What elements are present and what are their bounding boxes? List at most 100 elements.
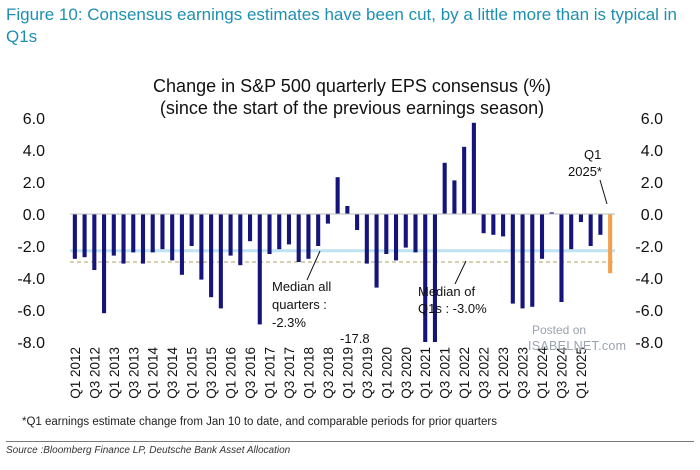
latest-q1-arrow: [599, 179, 608, 205]
y-axis-right: 6.0 4.0 2.0 0.0 -2.0 -4.0 -6.0 -8.0: [635, 111, 663, 352]
bar: [121, 214, 126, 264]
bar: [598, 214, 603, 235]
median-q1-label-line1: Median of: [418, 284, 475, 299]
bar: [374, 214, 379, 288]
x-tick-label: Q3 2023: [516, 347, 531, 399]
bar: [569, 214, 574, 250]
bar: [588, 214, 593, 246]
y-tick-label-left: -2.0: [17, 239, 45, 256]
watermark-brand: ISABELNET.com: [528, 339, 627, 353]
x-tick-label: Q3 2018: [321, 347, 336, 399]
bar: [286, 214, 292, 245]
x-tick-label: Q1 2025: [574, 347, 589, 399]
y-tick-label-right: 4.0: [641, 143, 663, 160]
x-tick-label: Q3 2015: [204, 347, 219, 399]
y-tick-label-left: 0.0: [23, 207, 45, 224]
chart-title: Change in S&P 500 quarterly EPS consensu…: [153, 76, 551, 96]
bar: [150, 214, 155, 253]
x-tick-label: Q3 2021: [438, 347, 453, 399]
x-tick-label: Q3 2014: [165, 347, 180, 399]
bar: [218, 214, 223, 309]
x-tick-label: Q3 2019: [360, 347, 375, 399]
x-tick-label: Q1 2016: [224, 347, 239, 399]
bar: [306, 214, 311, 259]
bar: [413, 214, 418, 253]
annotations: Median all quarters : -2.3% Median of Q1…: [272, 147, 608, 346]
x-tick-label: Q1 2017: [263, 347, 278, 399]
bar: [471, 122, 476, 214]
bar: [423, 214, 428, 342]
median-q1-arrow: [454, 260, 467, 285]
bar: [170, 214, 175, 261]
x-tick-label: Q1 2022: [457, 347, 472, 399]
y-tick-label-right: -4.0: [635, 271, 663, 288]
watermark-line1: Posted on: [532, 323, 587, 337]
x-tick-label: Q1 2012: [68, 347, 83, 399]
bar: [384, 214, 389, 254]
y-tick-label-right: 0.0: [641, 207, 663, 224]
bar: [316, 214, 321, 246]
x-tick-label: Q1 2015: [185, 347, 200, 399]
figure-title: Figure 10: Consensus earnings estimates …: [6, 5, 677, 46]
bar: [520, 214, 525, 309]
bar: [160, 214, 165, 250]
y-tick-label-left: -4.0: [17, 271, 45, 288]
bar: [248, 214, 253, 242]
bar: [267, 214, 272, 254]
eps-revision-chart: Change in S&P 500 quarterly EPS consensu…: [17, 76, 663, 399]
bar: [335, 177, 340, 214]
x-tick-label: Q1 2013: [107, 347, 122, 399]
y-tick-label-left: -6.0: [17, 303, 45, 320]
chart-subtitle: (since the start of the previous earning…: [160, 98, 544, 118]
bar: [131, 214, 136, 253]
y-tick-label-left: 2.0: [23, 175, 45, 192]
bar: [72, 214, 77, 259]
bar: [257, 214, 262, 325]
bar: [510, 214, 515, 304]
bar: [277, 214, 282, 250]
bar: [92, 214, 97, 270]
bar: [209, 214, 214, 298]
median-all-label-line1: Median all: [272, 279, 331, 294]
divider: [6, 441, 694, 442]
bar: [345, 206, 350, 214]
bar: [578, 214, 583, 222]
y-tick-label-left: 4.0: [23, 143, 45, 160]
bar: [491, 214, 496, 235]
bar: [501, 214, 506, 237]
bar: [403, 214, 408, 248]
y-tick-label-right: 6.0: [641, 111, 663, 128]
median-all-arrow: [306, 250, 321, 281]
bar: [364, 214, 369, 264]
bar: [102, 214, 107, 314]
bar: [179, 214, 184, 275]
bar: [462, 146, 467, 214]
latest-q1-label-line2: 2025*: [568, 164, 602, 179]
bar: [442, 162, 447, 214]
bar: [140, 214, 146, 264]
bar: [228, 214, 233, 256]
watermark: Posted on ISABELNET.com: [528, 322, 626, 354]
x-tick-label: Q1 2018: [301, 347, 316, 399]
bar: [111, 214, 116, 256]
bar: [199, 214, 204, 280]
latest-q1-label-line1: Q1: [584, 147, 601, 162]
x-tick-label: Q1 2024: [535, 347, 550, 399]
clipped-value-label: -17.8: [340, 331, 370, 346]
x-tick-label: Q1 2020: [379, 347, 394, 399]
y-tick-label-right: -2.0: [635, 239, 663, 256]
x-tick-label: Q1 2023: [496, 347, 511, 399]
bar: [530, 214, 535, 307]
bars-group: [72, 122, 613, 342]
x-tick-label: Q3 2016: [243, 347, 258, 399]
bar: [82, 214, 87, 258]
x-axis: Q1 2012 Q3 2012 Q1 2013 Q3 2013 Q1 2014 Q3 20…: [68, 347, 589, 399]
y-tick-label-right: -8.0: [635, 335, 663, 352]
bar: [608, 214, 613, 274]
median-all-label-line2: quarters :: [272, 297, 327, 312]
median-all-label-line3: -2.3%: [272, 315, 306, 330]
x-tick-label: Q1 2021: [418, 347, 433, 399]
bar: [189, 214, 194, 246]
bar: [549, 212, 554, 214]
bar: [296, 214, 301, 262]
